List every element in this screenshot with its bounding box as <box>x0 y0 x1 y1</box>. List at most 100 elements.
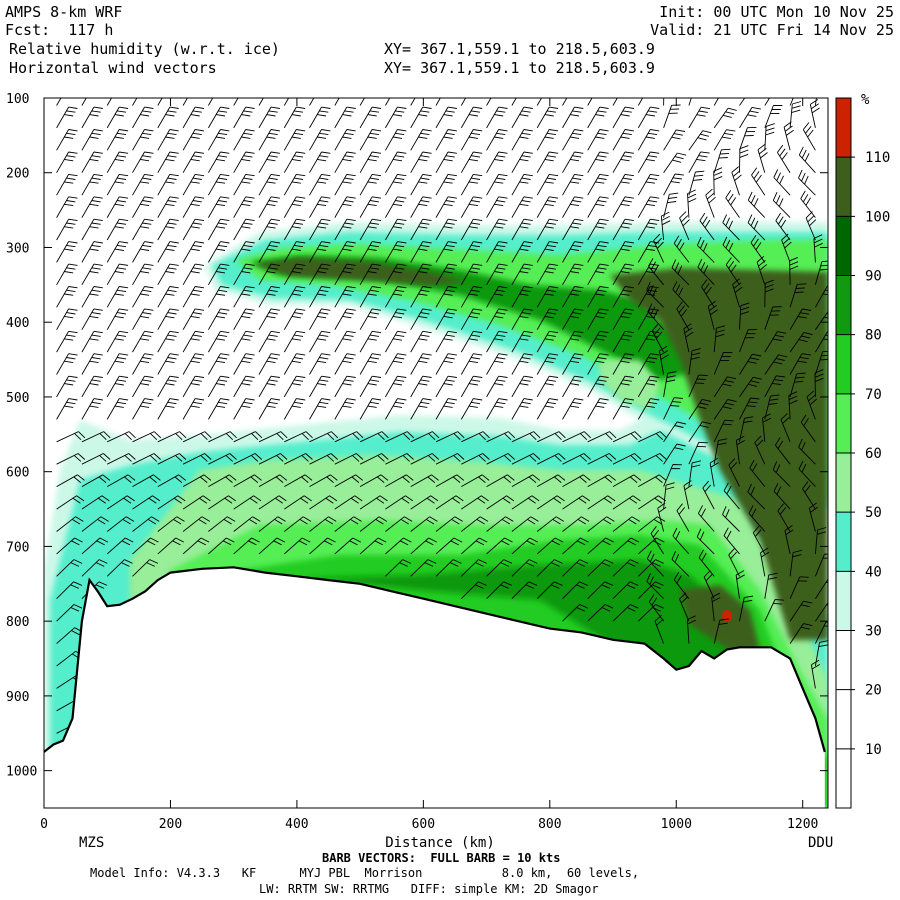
wind-barb <box>283 330 306 353</box>
wind-barb <box>612 375 634 398</box>
wind-barb <box>637 286 660 308</box>
wind-barb <box>182 173 205 196</box>
wind-barb <box>56 196 78 218</box>
wind-barb <box>208 129 230 151</box>
wind-barb <box>233 106 255 129</box>
wind-barb <box>814 260 828 285</box>
wind-barb <box>132 559 159 577</box>
wind-barb <box>106 263 129 286</box>
wind-barb <box>562 151 584 173</box>
wind-barb <box>637 98 644 106</box>
wind-barb <box>511 353 533 375</box>
wind-barb <box>709 457 719 487</box>
wind-barb <box>612 559 639 577</box>
wind-barb <box>385 129 407 151</box>
wind-barb <box>638 453 667 465</box>
wind-barb <box>705 188 716 218</box>
wind-barb <box>460 241 483 263</box>
wind-barb <box>56 398 78 420</box>
wind-barb <box>182 353 205 375</box>
wind-barb <box>486 353 508 375</box>
wind-barb <box>739 145 749 173</box>
wind-barb <box>789 623 813 644</box>
wind-barb <box>663 98 665 106</box>
wind-barb <box>587 173 609 196</box>
wind-barb <box>157 330 179 353</box>
wind-barb <box>739 98 746 106</box>
wind-barb <box>587 241 609 263</box>
wind-barb <box>106 353 129 375</box>
wind-barb <box>511 196 533 218</box>
wind-barb <box>637 308 660 330</box>
wind-barb <box>182 129 205 151</box>
wind-barb <box>739 329 758 353</box>
wind-barb <box>739 126 757 151</box>
wind-barb <box>587 286 609 308</box>
wind-barb <box>385 173 407 196</box>
wind-barb <box>701 279 715 308</box>
y-tick-label: 1000 <box>6 765 37 780</box>
wind-barb <box>764 279 774 308</box>
wind-barb <box>435 241 457 263</box>
wind-barb <box>511 453 541 465</box>
wind-barb <box>688 348 701 375</box>
wind-barb <box>562 398 584 420</box>
wind-barb <box>646 281 664 308</box>
wind-barb <box>772 192 791 218</box>
wind-barb <box>562 353 584 375</box>
wind-barb <box>587 98 593 106</box>
wind-barb <box>784 525 794 554</box>
x-tick-label: 0 <box>40 817 48 832</box>
wind-barb <box>688 441 708 465</box>
wind-barb <box>56 495 85 510</box>
wind-barb <box>410 495 439 510</box>
wind-barb <box>385 330 407 353</box>
wind-barb <box>789 576 809 599</box>
wind-barb <box>157 173 179 196</box>
wind-barb <box>385 151 407 173</box>
wind-barb <box>182 98 188 106</box>
wind-barb <box>814 527 827 554</box>
wind-barb <box>132 537 159 555</box>
wind-barb <box>157 263 179 286</box>
init-time: Init: 00 UTC Mon 10 Nov 25 <box>659 3 894 21</box>
wind-barb <box>764 331 787 353</box>
wind-barb <box>536 106 559 129</box>
wind-barb <box>698 549 715 577</box>
wind-barb <box>713 399 737 420</box>
wind-barb <box>587 106 609 129</box>
wind-barb <box>208 375 230 398</box>
wind-barb <box>309 375 331 398</box>
wind-barb <box>612 581 639 600</box>
wind-barb <box>511 516 539 532</box>
wind-barb <box>696 236 715 263</box>
wind-barb <box>233 286 255 308</box>
wind-barb <box>789 331 813 353</box>
wind-barb <box>284 431 313 443</box>
wind-barb <box>486 453 516 465</box>
wind-barb <box>460 398 483 420</box>
wind-barb <box>511 151 533 173</box>
wind-barb <box>637 559 664 577</box>
wind-barb <box>334 286 356 308</box>
wind-barb <box>658 345 669 375</box>
wind-barb <box>754 435 766 465</box>
wind-barb <box>460 218 483 241</box>
wind-barb <box>460 330 483 353</box>
colorbar-swatch <box>836 571 851 631</box>
wind-barb <box>511 129 533 151</box>
wind-barb <box>208 353 230 375</box>
wind-barb <box>688 421 712 443</box>
wind-barb <box>56 559 83 577</box>
wind-barb <box>334 151 356 173</box>
wind-barb <box>233 495 262 510</box>
wind-barb <box>814 553 828 577</box>
wind-barb <box>702 480 715 510</box>
barb-note: BARB VECTORS: FULL BARB = 10 kts <box>322 851 561 865</box>
wind-barb <box>106 173 129 196</box>
wind-barb <box>653 233 665 263</box>
wind-barb <box>686 615 696 644</box>
wind-barb <box>511 218 533 241</box>
wind-barb <box>612 173 634 196</box>
wind-barb <box>334 537 362 555</box>
